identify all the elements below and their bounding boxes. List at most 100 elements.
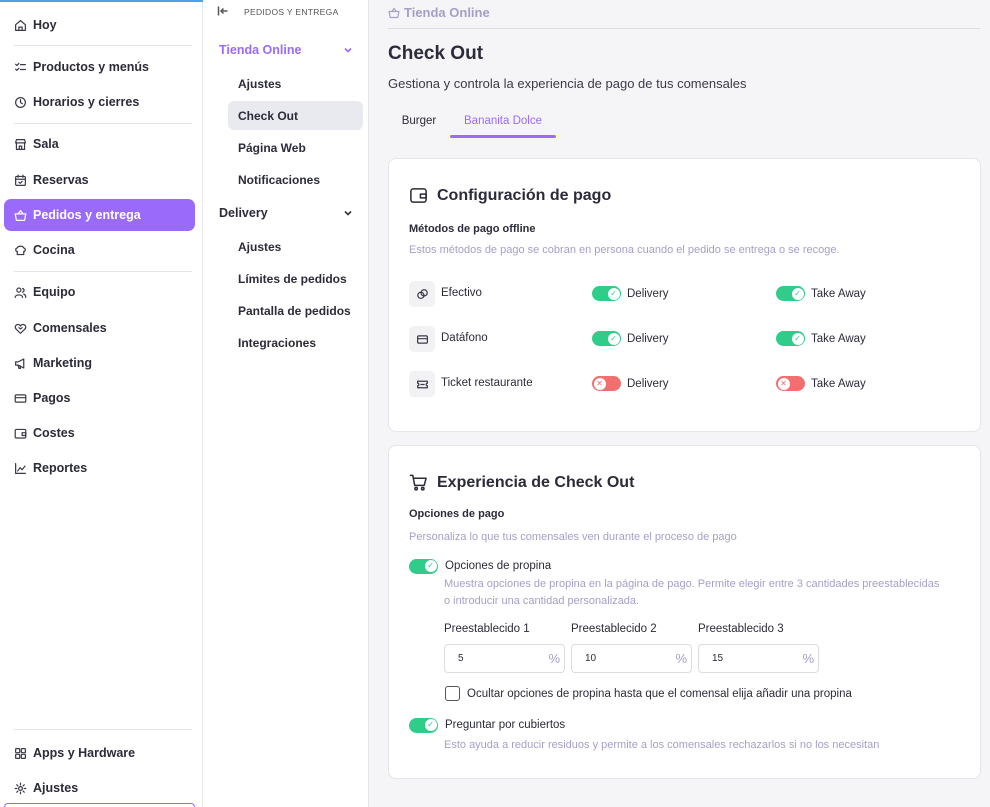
subnav-item-pagina-web[interactable]: Página Web: [238, 140, 306, 155]
user-menu-edge[interactable]: [4, 803, 195, 807]
payment-method-row: Efectivo ✓ Delivery ✓ Take Away: [409, 281, 969, 307]
toggle-label: Take Away: [811, 332, 866, 345]
store-icon: [14, 138, 27, 151]
toggle-switch[interactable]: ✕: [592, 376, 621, 391]
calendar-icon: [14, 174, 27, 187]
sidebar-item-label: Ajustes: [33, 781, 79, 795]
toggle-switch[interactable]: ✓: [776, 286, 805, 301]
toggle-switch[interactable]: ✓: [592, 331, 621, 346]
subnav-item-delivery-ajustes[interactable]: Ajustes: [238, 239, 282, 254]
preset-label: Preestablecido 2: [571, 623, 657, 635]
sidebar-item-sala[interactable]: Sala: [4, 128, 195, 160]
subnav-group-tienda-online[interactable]: Tienda Online: [219, 39, 353, 61]
preset-label: Preestablecido 1: [444, 623, 530, 635]
list-check-icon: [14, 61, 27, 74]
toggle-switch[interactable]: ✓: [592, 286, 621, 301]
ticket-icon: [409, 371, 435, 397]
basket-icon: [14, 209, 27, 222]
sidebar-item-pagos[interactable]: Pagos: [4, 382, 195, 414]
x-icon: ✕: [593, 377, 606, 390]
card-title-text: Configuración de pago: [437, 186, 612, 204]
subnav-item-ajustes[interactable]: Ajustes: [238, 76, 282, 91]
tip-option-label: Opciones de propina: [445, 560, 552, 572]
hide-tips-label: Ocultar opciones de propina hasta que el…: [467, 687, 852, 700]
check-icon: ✓: [791, 332, 804, 345]
subnav-item-pantalla[interactable]: Pantalla de pedidos: [238, 303, 351, 318]
hide-tips-checkbox[interactable]: [445, 686, 460, 701]
sidebar-item-label: Hoy: [33, 18, 57, 32]
toggle-label: Delivery: [627, 332, 669, 345]
toggle-label: Delivery: [627, 377, 669, 390]
toggle-switch[interactable]: ✓: [776, 331, 805, 346]
sidebar-item-label: Sala: [33, 137, 59, 151]
sidebar-item-label: Horarios y cierres: [33, 95, 140, 109]
subnav-item-check-out[interactable]: Check Out: [228, 101, 363, 130]
preset-value: 5: [458, 653, 464, 664]
subnav-item-integraciones[interactable]: Integraciones: [238, 335, 317, 350]
subnav-group-label: Tienda Online: [219, 43, 302, 57]
cutlery-toggle[interactable]: ✓: [409, 717, 438, 733]
payment-method-row: Ticket restaurante ✕ Delivery ✕ Take Awa…: [409, 371, 969, 397]
tab-bananita-dolce[interactable]: Bananita Dolce: [450, 104, 556, 138]
sidebar-item-hoy[interactable]: Hoy: [4, 9, 195, 41]
preset-3-input[interactable]: 15 %: [698, 644, 819, 673]
shopping-cart-icon: [409, 474, 427, 491]
tip-toggle[interactable]: ✓: [409, 558, 438, 574]
preset-value: 15: [712, 653, 724, 664]
sidebar-item-label: Pagos: [33, 391, 71, 405]
takeaway-toggle[interactable]: ✓ Take Away: [776, 331, 866, 346]
cutlery-option-row[interactable]: ✓ Preguntar por cubiertos: [409, 717, 565, 733]
preset-1-input[interactable]: 5 %: [444, 644, 565, 673]
sidebar-item-label: Productos y menús: [33, 60, 149, 74]
sidebar-item-comensales[interactable]: Comensales: [4, 312, 195, 344]
breadcrumb-divider: [388, 28, 980, 29]
payment-config-card: Configuración de pago Métodos de pago of…: [388, 158, 981, 432]
takeaway-toggle[interactable]: ✕ Take Away: [776, 376, 866, 391]
check-icon: ✓: [607, 287, 620, 300]
collapse-back-icon[interactable]: [217, 5, 229, 20]
sidebar-item-costes[interactable]: Costes: [4, 417, 195, 449]
sidebar-item-reportes[interactable]: Reportes: [4, 452, 195, 484]
credit-card-icon: [14, 392, 27, 405]
delivery-toggle[interactable]: ✓ Delivery: [592, 331, 669, 346]
preset-label: Preestablecido 3: [698, 623, 784, 635]
tab-burger[interactable]: Burger: [401, 115, 437, 127]
toggle-label: Delivery: [627, 287, 669, 300]
sidebar-item-pedidos[interactable]: Pedidos y entrega: [4, 199, 195, 231]
top-accent-line: [0, 0, 203, 2]
payment-method-name: Efectivo: [441, 287, 482, 299]
sidebar-item-productos[interactable]: Productos y menús: [4, 51, 195, 83]
divider: [14, 45, 192, 46]
sidebar-item-horarios[interactable]: Horarios y cierres: [4, 86, 195, 118]
takeaway-toggle[interactable]: ✓ Take Away: [776, 286, 866, 301]
toggle-switch[interactable]: ✕: [776, 376, 805, 391]
megaphone-icon: [14, 357, 27, 370]
sidebar-item-ajustes[interactable]: Ajustes: [4, 772, 195, 804]
sidebar-item-cocina[interactable]: Cocina: [4, 234, 195, 266]
subnav-item-notificaciones[interactable]: Notificaciones: [238, 172, 321, 187]
card-title: Experiencia de Check Out: [409, 473, 634, 492]
main-content: Tienda Online Check Out Gestiona y contr…: [369, 0, 990, 807]
users-icon: [14, 286, 27, 299]
card-title-text: Experiencia de Check Out: [437, 473, 635, 491]
sidebar-item-marketing[interactable]: Marketing: [4, 347, 195, 379]
hide-tips-checkbox-row[interactable]: Ocultar opciones de propina hasta que el…: [445, 686, 852, 701]
preset-2-input[interactable]: 10 %: [571, 644, 692, 673]
tip-option-row[interactable]: ✓ Opciones de propina: [409, 558, 551, 574]
sidebar-item-equipo[interactable]: Equipo: [4, 276, 195, 308]
page-subtitle: Gestiona y controla la experiencia de pa…: [388, 76, 747, 91]
percent-suffix: %: [548, 651, 560, 666]
delivery-toggle[interactable]: ✓ Delivery: [592, 286, 669, 301]
wallet-icon: [14, 427, 27, 440]
section-help: Estos métodos de pago se cobran en perso…: [409, 244, 840, 256]
divider: [14, 271, 192, 272]
delivery-toggle[interactable]: ✕ Delivery: [592, 376, 669, 391]
main-sidebar: Hoy Productos y menús Horarios y cierres…: [0, 0, 203, 807]
breadcrumb: Tienda Online: [388, 5, 490, 20]
subnav-group-delivery[interactable]: Delivery: [219, 202, 353, 224]
subnav-breadcrumb: PEDIDOS Y ENTREGA: [244, 7, 339, 17]
sidebar-item-apps[interactable]: Apps y Hardware: [4, 737, 195, 769]
sidebar-item-reservas[interactable]: Reservas: [4, 164, 195, 196]
subnav-item-limites[interactable]: Límites de pedidos: [238, 271, 347, 286]
chef-hat-icon: [14, 244, 27, 257]
